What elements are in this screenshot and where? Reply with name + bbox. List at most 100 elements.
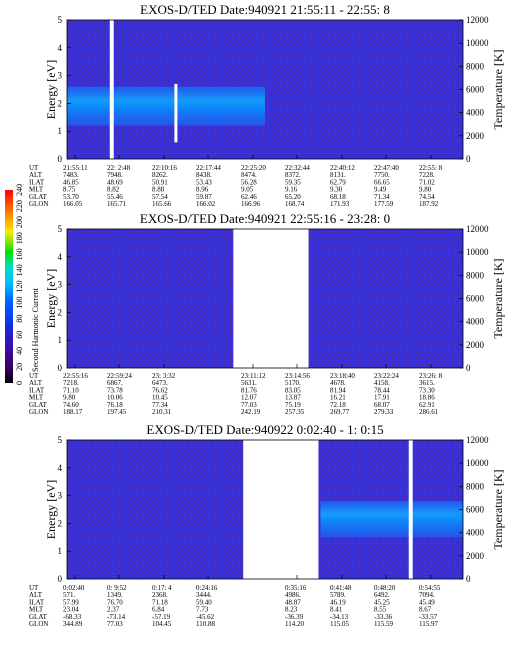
orbit-row-label: GLON [29,200,48,208]
orbit-cell: 71.34 [374,193,390,201]
orbit-cell: 22:40:12 [330,164,355,172]
orbit-cell: 7094. [419,591,435,599]
y-tick-label: 3 [58,280,63,290]
orbit-cell: 6473. [152,379,168,387]
orbit-cell: 8.88 [152,186,165,194]
y-tick-label: 0 [58,154,63,164]
colorbar-tick-label: 60 [15,331,24,339]
orbit-cell: 8.75 [63,186,76,194]
colorbar-tick-label: 100 [15,297,24,309]
y2-tick-label: 10000 [466,458,489,468]
orbit-cell: 7483. [63,171,79,179]
orbit-cell: 6492. [374,591,390,599]
orbit-row-label: ALT [29,591,43,599]
colorbar-tick-label: 160 [15,248,24,260]
orbit-cell: 10.45 [152,394,168,402]
orbit-cell: 68.07 [374,401,390,409]
orbit-cell: -68.33 [63,613,82,621]
y2-tick-label: 12000 [466,15,489,25]
y-tick-label: 3 [58,491,63,501]
orbit-cell: 50.91 [152,178,168,186]
orbit-cell: 7948. [107,171,123,179]
colorbar-tick-label: 220 [15,200,24,212]
y2-tick-label: 8000 [466,481,485,491]
orbit-cell: 77.03 [107,620,123,628]
orbit-cell: 1349. [107,591,123,599]
y2-tick-label: 0 [466,574,471,584]
orbit-cell: -45.62 [196,613,215,621]
orbit-cell: 104.45 [152,620,172,628]
orbit-cell: 4158. [374,379,390,387]
orbit-cell: 22:17:44 [196,164,221,172]
orbit-cell: 4986. [285,591,301,599]
data-gap [408,440,413,579]
orbit-cell: 23:26: 8 [419,372,443,380]
orbit-cell: 165.71 [107,200,127,208]
orbit-cell: 21:55:11 [63,164,88,172]
orbit-cell: 7218. [63,379,79,387]
orbit-cell: 22: 2:48 [107,164,131,172]
orbit-cell: 8131. [330,171,346,179]
orbit-cell: 0:35:16 [285,584,307,592]
orbit-row-label: GLON [29,620,48,628]
orbit-cell: 210.31 [152,408,172,416]
y2-tick-label: 0 [466,154,471,164]
y2-tick-label: 4000 [466,108,485,118]
orbit-cell: -57.19 [152,613,171,621]
panel-title: EXOS-D/TED Date:940921 21:55:11 - 22:55:… [140,2,390,17]
orbit-cell: 8438. [196,171,212,179]
orbit-cell: 8.41 [330,606,343,614]
colorbar-tick-label: 140 [15,264,24,276]
orbit-cell: 77.03 [241,401,257,409]
y-tick-label: 4 [58,252,63,262]
orbit-cell: 45.25 [374,598,390,606]
orbit-cell: 59.35 [285,178,301,186]
y-tick-label: 1 [58,335,63,345]
orbit-cell: 59.40 [196,598,212,606]
orbit-cell: 171.93 [330,200,350,208]
orbit-cell: 9.30 [330,186,343,194]
orbit-cell: 23.04 [63,606,79,614]
orbit-cell: 55.46 [107,193,123,201]
panel-title: EXOS-D/TED Date:940922 0:02:40 - 1: 0:15 [146,422,383,437]
orbit-cell: 166.05 [63,200,83,208]
y2-tick-label: 10000 [466,38,489,48]
colorbar-ticks: 0 20 40 60 80 100 120 140 160 180 200 220 240 [15,184,24,385]
y-tick-label: 2 [58,98,63,108]
colorbar: 0 20 40 60 80 100 120 140 160 180 200 220 240 Second… [5,184,40,385]
orbit-cell: 0:17: 4 [152,584,172,592]
orbit-cell: 114.20 [285,620,304,628]
orbit-cell: 22:32:44 [285,164,310,172]
y-tick-label: 1 [58,126,63,136]
orbit-cell: 6.84 [152,606,165,614]
y-tick-label: 5 [58,15,63,25]
orbit-cell: 0:24:16 [196,584,218,592]
orbit-cell: 2.37 [107,606,120,614]
orbit-cell: 46.85 [63,178,79,186]
orbit-cell: 66.65 [374,178,390,186]
orbit-row-label: ALT [29,379,43,387]
orbit-cell: 5789. [330,591,346,599]
orbit-cell: 23:14:56 [285,372,310,380]
y-tick-label: 1 [58,546,63,556]
spectrogram-panel-3: EXOS-D/TED Date:940922 0:02:40 - 1: 0:15… [29,422,505,628]
orbit-cell: 0: 9:52 [107,584,127,592]
orbit-cell: 8.82 [107,186,120,194]
orbit-cell: 46.19 [330,598,346,606]
orbit-cell: 3444. [196,591,212,599]
orbit-cell: 8262. [152,171,168,179]
colorbar-tick-label: 20 [15,363,24,371]
orbit-cell: 3615. [419,379,435,387]
orbit-cell: 71.10 [63,386,79,394]
orbit-cell: 110.88 [196,620,215,628]
y2-tick-label: 10000 [466,247,489,257]
orbit-cell: 22:10:16 [152,164,177,172]
orbit-cell: 8.55 [374,606,387,614]
orbit-cell: 286.61 [419,408,439,416]
orbit-cell: 177.59 [374,200,394,208]
orbit-row-label: UT [29,372,39,380]
y-tick-label: 0 [58,363,63,373]
orbit-cell: 23: 3:32 [152,372,176,380]
